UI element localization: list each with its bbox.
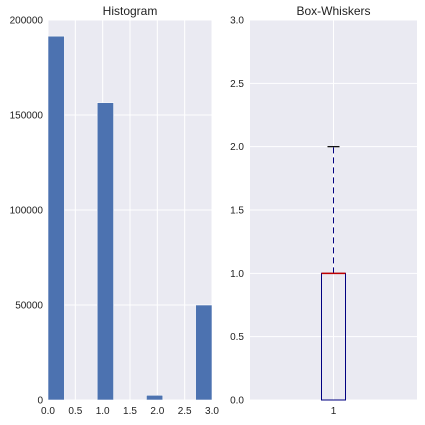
histogram-y-tick-label: 100000 — [10, 206, 44, 217]
histogram-x-tick-label: 1.5 — [123, 406, 137, 417]
histogram-bar — [146, 394, 164, 401]
box-y-tick-label: 3.0 — [230, 16, 244, 27]
box-whiskers-chart: 1 0.0 0.5 1.0 1.5 2.0 2.5 3.0 Box-Whiskers — [230, 4, 417, 417]
box-y-tick-label: 0.0 — [230, 396, 244, 407]
box-x-tick-label: 1 — [331, 406, 337, 417]
histogram-bar — [96, 102, 114, 401]
histogram-chart: 0.0 0.5 1.0 1.5 2.0 2.5 3.0 0 50000 100000 150000… — [10, 4, 220, 417]
histogram-y-tick-label: 0 — [37, 396, 43, 407]
histogram-x-tick-label: 0.0 — [41, 406, 55, 417]
box-y-ticks: 0.0 0.5 1.0 1.5 2.0 2.5 3.0 — [230, 16, 244, 407]
histogram-bar — [47, 35, 65, 401]
box-y-tick-label: 1.5 — [230, 206, 244, 217]
histogram-x-ticks: 0.0 0.5 1.0 1.5 2.0 2.5 3.0 — [41, 406, 219, 417]
histogram-x-tick-label: 2.5 — [178, 406, 192, 417]
box-y-tick-label: 1.0 — [230, 269, 244, 280]
box-y-tick-label: 2.0 — [230, 142, 244, 153]
histogram-title: Histogram — [103, 4, 158, 18]
histogram-y-tick-label: 200000 — [10, 16, 44, 27]
histogram-x-tick-label: 3.0 — [205, 406, 219, 417]
histogram-bars — [47, 35, 213, 401]
histogram-x-tick-label: 1.0 — [96, 406, 110, 417]
histogram-x-tick-label: 0.5 — [68, 406, 82, 417]
box-whiskers-title: Box-Whiskers — [296, 4, 370, 18]
histogram-y-ticks: 0 50000 100000 150000 200000 — [10, 16, 44, 407]
box-x-ticks: 1 — [331, 406, 337, 417]
box-y-tick-label: 2.5 — [230, 79, 244, 90]
box-plot-marks — [321, 146, 346, 401]
histogram-bar — [195, 304, 213, 401]
box-y-tick-label: 0.5 — [230, 332, 244, 343]
histogram-y-tick-label: 50000 — [15, 301, 43, 312]
histogram-y-tick-label: 150000 — [10, 111, 44, 122]
histogram-x-tick-label: 2.0 — [150, 406, 164, 417]
